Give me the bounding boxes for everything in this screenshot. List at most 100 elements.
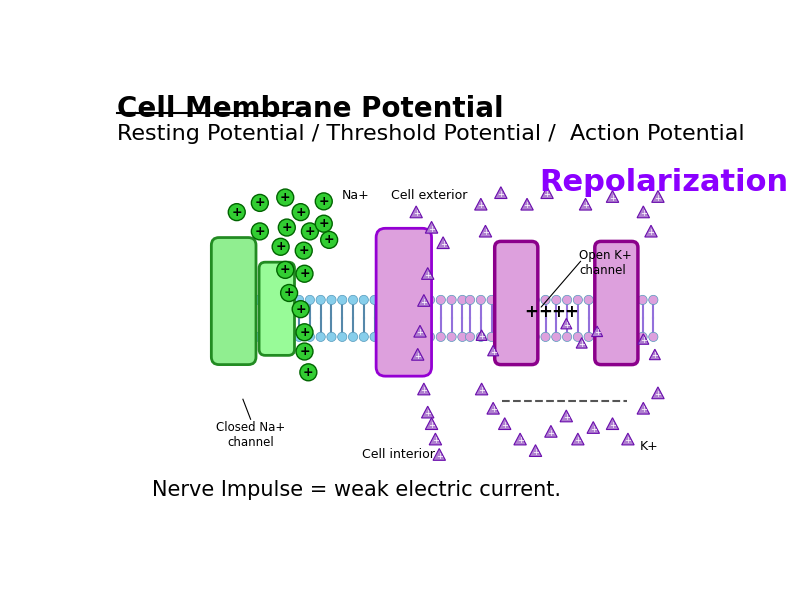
Text: +: +: [532, 448, 539, 457]
FancyBboxPatch shape: [594, 241, 638, 365]
Text: +: +: [524, 202, 530, 211]
Circle shape: [466, 332, 474, 341]
Text: +: +: [436, 452, 442, 461]
Polygon shape: [498, 418, 511, 430]
Polygon shape: [561, 319, 572, 329]
Circle shape: [382, 295, 391, 305]
Text: +: +: [428, 421, 435, 430]
Circle shape: [426, 295, 434, 305]
Polygon shape: [475, 383, 488, 395]
Circle shape: [272, 238, 289, 255]
Text: +: +: [254, 196, 265, 209]
Circle shape: [273, 295, 282, 305]
Text: +: +: [413, 209, 419, 218]
Polygon shape: [479, 225, 492, 237]
Text: +: +: [574, 436, 582, 445]
Text: +: +: [582, 202, 589, 211]
Polygon shape: [422, 268, 434, 280]
Polygon shape: [488, 346, 498, 356]
Text: +: +: [421, 386, 427, 395]
Circle shape: [414, 295, 424, 305]
Circle shape: [316, 295, 326, 305]
Circle shape: [281, 284, 298, 301]
Text: +: +: [275, 240, 286, 253]
Circle shape: [315, 193, 332, 210]
Polygon shape: [638, 334, 649, 344]
Polygon shape: [514, 433, 526, 445]
Polygon shape: [426, 418, 438, 430]
Text: +: +: [280, 191, 290, 204]
Polygon shape: [418, 295, 430, 307]
Polygon shape: [530, 445, 542, 457]
Circle shape: [262, 295, 271, 305]
Circle shape: [498, 295, 507, 305]
Text: Cell Membrane Potential: Cell Membrane Potential: [118, 95, 504, 123]
Text: +: +: [564, 303, 578, 321]
Polygon shape: [411, 349, 424, 360]
Circle shape: [292, 203, 309, 221]
Text: +: +: [324, 233, 334, 247]
Text: +: +: [424, 409, 431, 418]
Circle shape: [638, 332, 647, 341]
Circle shape: [296, 265, 313, 282]
Circle shape: [530, 332, 539, 341]
Circle shape: [321, 232, 338, 248]
Text: +: +: [525, 303, 538, 321]
Circle shape: [219, 295, 228, 305]
Polygon shape: [433, 449, 446, 460]
Text: +: +: [305, 225, 315, 238]
Circle shape: [541, 332, 550, 341]
Polygon shape: [414, 325, 426, 337]
Text: +: +: [538, 303, 552, 321]
Text: +: +: [590, 425, 597, 434]
FancyBboxPatch shape: [211, 238, 256, 365]
Polygon shape: [494, 187, 507, 199]
Text: +: +: [651, 352, 658, 361]
Text: +: +: [478, 332, 485, 341]
Circle shape: [296, 343, 313, 360]
Circle shape: [382, 332, 391, 341]
Text: +: +: [295, 206, 306, 218]
Text: +: +: [432, 436, 439, 445]
Text: Cell exterior: Cell exterior: [390, 189, 467, 202]
Text: Repolarization: Repolarization: [539, 167, 789, 197]
Circle shape: [436, 295, 446, 305]
Circle shape: [552, 295, 561, 305]
Text: +: +: [282, 221, 292, 234]
Circle shape: [404, 332, 413, 341]
Text: +: +: [551, 303, 565, 321]
Polygon shape: [476, 330, 487, 340]
Text: +: +: [609, 194, 616, 203]
Circle shape: [302, 223, 318, 240]
Text: +: +: [609, 421, 616, 430]
Circle shape: [230, 295, 239, 305]
Text: Cell interior: Cell interior: [362, 448, 435, 461]
Circle shape: [349, 332, 358, 341]
Text: +: +: [428, 224, 435, 233]
Circle shape: [595, 295, 604, 305]
Circle shape: [447, 332, 456, 341]
Circle shape: [649, 332, 658, 341]
Polygon shape: [587, 422, 599, 433]
Polygon shape: [591, 326, 602, 337]
Circle shape: [278, 219, 295, 236]
Circle shape: [404, 295, 413, 305]
Polygon shape: [652, 191, 664, 202]
Text: +: +: [594, 328, 601, 337]
Polygon shape: [521, 198, 534, 210]
Circle shape: [262, 332, 271, 341]
Text: +: +: [299, 326, 310, 339]
Polygon shape: [437, 237, 450, 248]
Text: +: +: [440, 240, 446, 249]
Polygon shape: [579, 198, 592, 210]
Circle shape: [393, 332, 402, 341]
Text: +: +: [502, 421, 508, 430]
Circle shape: [595, 332, 604, 341]
Circle shape: [294, 332, 304, 341]
Circle shape: [316, 332, 326, 341]
Circle shape: [466, 295, 474, 305]
Text: +: +: [318, 217, 329, 230]
Circle shape: [476, 332, 486, 341]
Circle shape: [292, 301, 309, 317]
Circle shape: [574, 295, 582, 305]
